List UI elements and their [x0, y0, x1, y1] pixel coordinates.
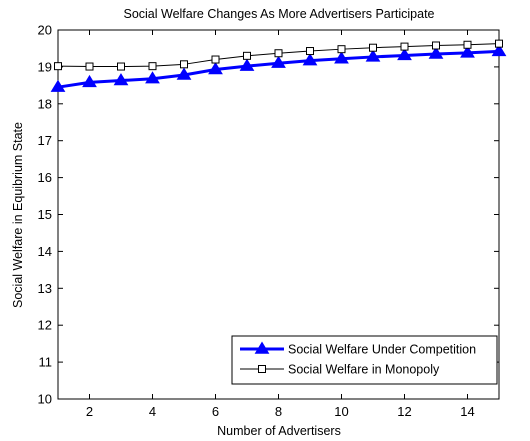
series-point-monopoly — [274, 49, 283, 58]
series-point-monopoly — [369, 43, 377, 52]
series-point-competition — [397, 47, 412, 61]
series-point-competition — [145, 71, 160, 84]
chart-title: Social Welfare Changes As More Advertise… — [123, 7, 434, 21]
x-tick-label: 6 — [212, 404, 219, 419]
y-tick-label: 18 — [38, 96, 52, 111]
series-point-competition — [82, 74, 97, 88]
legend-entry-label: Social Welfare Under Competition — [288, 343, 476, 357]
series-point-competition — [113, 73, 129, 86]
x-tick-label: 12 — [397, 404, 411, 419]
series-point-monopoly — [306, 47, 314, 56]
series-point-competition — [50, 79, 66, 92]
series-point-monopoly — [243, 51, 251, 60]
series-point-competition — [302, 53, 318, 66]
series-point-competition — [239, 58, 255, 71]
series-point-monopoly — [400, 42, 409, 51]
series-point-monopoly — [148, 62, 157, 71]
series-point-competition — [460, 45, 475, 58]
y-tick-label: 19 — [38, 59, 52, 74]
y-tick-label: 10 — [38, 392, 52, 407]
x-tick-label: 8 — [275, 404, 282, 419]
series-point-monopoly — [117, 62, 125, 71]
legend: Social Welfare Under Competition Social W… — [231, 335, 498, 385]
series-point-monopoly — [54, 62, 62, 71]
y-tick-label: 12 — [38, 318, 52, 333]
y-tick-label: 16 — [38, 170, 52, 185]
series-point-competition — [176, 67, 192, 80]
y-tick-label: 20 — [38, 23, 52, 38]
x-tick-label: 2 — [86, 404, 93, 419]
legend-entry-label: Social Welfare in Monopoly — [288, 363, 440, 377]
series-point-competition — [334, 51, 349, 64]
series-point-monopoly — [180, 60, 188, 69]
series-point-competition — [365, 49, 381, 62]
legend-marker-square — [258, 365, 266, 373]
series-point-monopoly — [432, 41, 440, 50]
series-point-monopoly — [463, 40, 472, 49]
series-point-competition — [491, 43, 507, 57]
series-point-competition — [208, 62, 223, 75]
y-tick-label: 15 — [38, 207, 52, 222]
series-point-competition — [271, 55, 286, 68]
series-point-monopoly — [211, 55, 220, 64]
y-tick-label: 17 — [38, 133, 52, 148]
y-tick-label: 14 — [38, 244, 52, 259]
series-point-monopoly — [495, 39, 503, 48]
series-point-monopoly — [85, 62, 94, 71]
x-tick-label: 4 — [149, 404, 156, 419]
series-point-competition — [428, 46, 444, 59]
series-point-monopoly — [337, 45, 346, 54]
y-axis-label: Social Welfare in Equibrium State — [11, 122, 25, 308]
legend-marker-triangle — [254, 341, 270, 354]
x-tick-label: 14 — [460, 404, 474, 419]
legend-box — [231, 335, 498, 385]
y-tick-label: 13 — [38, 281, 52, 296]
x-axis-label: Number of Advertisers — [217, 424, 341, 438]
y-tick-label: 11 — [39, 355, 53, 370]
x-tick-label: 10 — [334, 404, 348, 419]
